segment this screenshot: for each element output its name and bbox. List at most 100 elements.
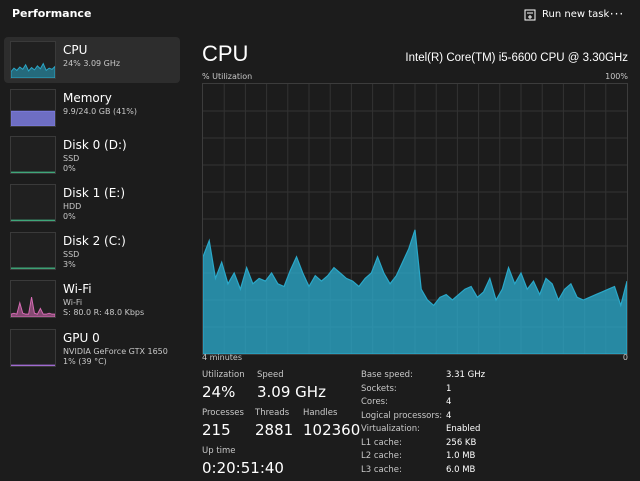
spec-label: L3 cache: <box>361 464 402 475</box>
sidebar-item-detail: 0% <box>63 164 76 173</box>
run-new-task-label: Run new task <box>542 9 610 20</box>
x-axis-left-label: 4 minutes <box>202 353 243 362</box>
sidebar-item-memory[interactable]: Memory 9.9/24.0 GB (41%) <box>4 85 180 131</box>
sidebar-item-detail: SSD <box>63 250 80 259</box>
sidebar-thumb-graph <box>11 267 55 269</box>
stat-utilization-value: 24% <box>202 383 236 401</box>
cpu-model-name: Intel(R) Core(TM) i5-6600 CPU @ 3.30GHz <box>405 52 628 64</box>
run-task-icon <box>524 9 536 20</box>
stat-processes-value: 215 <box>202 421 231 439</box>
spec-label: Base speed: <box>361 370 413 380</box>
sidebar-item-label: Wi-Fi <box>63 282 92 296</box>
stat-speed-value: 3.09 GHz <box>257 383 326 401</box>
stat-processes-label: Processes <box>202 408 244 418</box>
sidebar-thumb-graph <box>11 62 55 78</box>
sidebar-item-detail: 1% (39 °C) <box>63 357 107 366</box>
spec-row: Logical processors: 4 <box>361 411 631 425</box>
spec-row: L1 cache: 256 KB <box>361 438 631 452</box>
y-axis-max-label: 100% <box>605 72 628 81</box>
stat-handles: Handles 102360 <box>303 408 360 439</box>
spec-value: 1.0 MB <box>446 451 476 461</box>
spec-row: Cores: 4 <box>361 397 631 411</box>
spec-value: 3.31 GHz <box>446 370 486 380</box>
sidebar-thumb-graph <box>11 171 55 173</box>
sidebar-thumb <box>10 184 56 222</box>
cpu-utilization-graph <box>202 83 628 355</box>
sidebar-thumb <box>10 136 56 174</box>
sidebar-item-label: GPU 0 <box>63 331 100 345</box>
sidebar-thumb <box>10 41 56 79</box>
sidebar-item-gpu-0[interactable]: GPU 0 NVIDIA GeForce GTX 1650 1% (39 °C) <box>4 325 180 371</box>
sidebar-item-wi-fi[interactable]: Wi-Fi Wi-Fi S: 80.0 R: 48.0 Kbps <box>4 276 180 322</box>
more-options-button[interactable]: ··· <box>609 7 625 21</box>
sidebar-item-label: Disk 2 (C:) <box>63 234 126 248</box>
stat-speed: Speed 3.09 GHz <box>257 370 326 401</box>
spec-value: 4 <box>446 410 452 421</box>
sidebar-item-label: CPU <box>63 43 88 57</box>
spec-label: Logical processors: <box>361 410 443 421</box>
sidebar-item-disk-1-e[interactable]: Disk 1 (E:) HDD 0% <box>4 180 180 226</box>
sidebar-item-detail: HDD <box>63 202 82 211</box>
stat-uptime-value: 0:20:51:40 <box>202 459 284 477</box>
stat-utilization: Utilization 24% <box>202 370 245 401</box>
spec-label: Sockets: <box>361 383 397 394</box>
spec-value: Enabled <box>446 424 481 434</box>
sidebar-item-detail: 3% <box>63 260 76 269</box>
spec-value: 6.0 MB <box>446 464 476 475</box>
sidebar-item-label: Disk 1 (E:) <box>63 186 126 200</box>
spec-row: L3 cache: 6.0 MB <box>361 465 631 479</box>
sidebar-item-disk-2-c[interactable]: Disk 2 (C:) SSD 3% <box>4 228 180 274</box>
stat-uptime-label: Up time <box>202 446 236 456</box>
spec-row: Virtualization: Enabled <box>361 424 631 438</box>
stat-threads-value: 2881 <box>255 421 294 439</box>
spec-row: L2 cache: 1.0 MB <box>361 451 631 465</box>
sidebar-thumb-graph <box>11 297 55 317</box>
sidebar: CPU 24% 3.09 GHz Memory 9.9/24.0 GB (41%) Di… <box>0 35 184 481</box>
sidebar-item-detail: 0% <box>63 212 76 221</box>
sidebar-item-detail: Wi-Fi <box>63 298 83 307</box>
stat-threads-label: Threads <box>255 408 290 418</box>
sidebar-thumb-graph <box>11 364 55 366</box>
stat-utilization-label: Utilization <box>202 370 245 380</box>
x-axis-right-label: 0 <box>622 353 628 362</box>
sidebar-item-cpu[interactable]: CPU 24% 3.09 GHz <box>4 37 180 83</box>
spec-row: Sockets: 1 <box>361 384 631 398</box>
spec-label: Virtualization: <box>361 424 420 434</box>
spec-label: L1 cache: <box>361 437 402 448</box>
y-axis-label: % Utilization <box>202 72 253 81</box>
sidebar-thumb <box>10 329 56 367</box>
stat-speed-label: Speed <box>257 370 284 380</box>
spec-label: L2 cache: <box>361 451 402 461</box>
sidebar-thumb <box>10 280 56 318</box>
sidebar-item-detail: SSD <box>63 154 80 163</box>
sidebar-item-detail: 9.9/24.0 GB (41%) <box>63 107 138 116</box>
stat-handles-value: 102360 <box>303 421 361 439</box>
stat-uptime: Up time 0:20:51:40 <box>202 446 284 477</box>
sidebar-item-detail: 24% 3.09 GHz <box>63 59 121 68</box>
page-title: CPU <box>202 41 249 66</box>
sidebar-item-detail: NVIDIA GeForce GTX 1650 <box>63 347 168 356</box>
title-bar: Performance Run new task ··· <box>0 0 640 30</box>
sidebar-item-detail: S: 80.0 R: 48.0 Kbps <box>63 308 145 317</box>
spec-value: 1 <box>446 383 452 394</box>
spec-value: 256 KB <box>446 437 477 448</box>
run-new-task-button[interactable]: Run new task <box>524 6 609 23</box>
spec-value: 4 <box>446 397 452 407</box>
sidebar-item-label: Memory <box>63 91 112 105</box>
sidebar-thumb <box>10 232 56 270</box>
spec-label: Cores: <box>361 397 388 407</box>
cpu-utilization-area <box>203 229 627 354</box>
stat-handles-label: Handles <box>303 408 338 418</box>
cpu-specs-table: Base speed: 3.31 GHz Sockets: 1 Cores: 4 Logic… <box>361 370 631 478</box>
sidebar-thumb-graph <box>11 219 55 221</box>
app-title: Performance <box>12 7 92 20</box>
main-panel: CPU Intel(R) Core(TM) i5-6600 CPU @ 3.30… <box>190 35 640 481</box>
cpu-graph-svg <box>203 84 627 354</box>
stat-processes: Processes 215 <box>202 408 244 439</box>
spec-row: Base speed: 3.31 GHz <box>361 370 631 384</box>
sidebar-thumb <box>10 89 56 127</box>
sidebar-item-disk-0-d[interactable]: Disk 0 (D:) SSD 0% <box>4 132 180 178</box>
stat-threads: Threads 2881 <box>255 408 293 439</box>
sidebar-item-label: Disk 0 (D:) <box>63 138 127 152</box>
sidebar-thumb-graph <box>11 110 55 126</box>
